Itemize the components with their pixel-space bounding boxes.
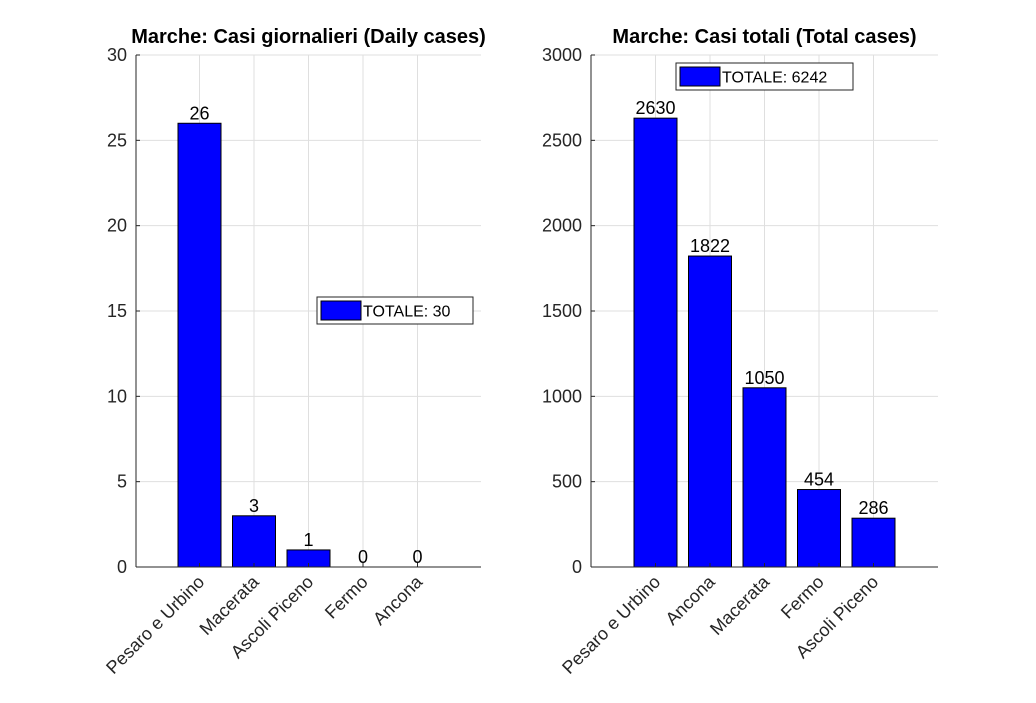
legend-swatch: [679, 66, 721, 87]
y-tick-label: 15: [107, 301, 127, 321]
data-label: 286: [858, 498, 888, 518]
y-tick-label: 2000: [542, 216, 582, 236]
bar: [633, 117, 678, 568]
y-tick-label: 500: [552, 472, 582, 492]
data-label: 1822: [690, 236, 730, 256]
x-tick-label: Pesaro e Urbino: [102, 572, 208, 678]
data-label: 3: [249, 496, 259, 516]
chart-title: Marche: Casi giornalieri (Daily cases): [131, 26, 486, 48]
chart-2: 2630 1822 1050 454 286 0 500 1000 1500 2000 2500 30…: [542, 26, 938, 678]
y-tick-label: 3000: [542, 45, 582, 65]
y-tick-label: 0: [117, 557, 127, 577]
legend-swatch: [320, 300, 362, 321]
chart-title: Marche: Casi totali (Total cases): [612, 26, 916, 48]
bar: [851, 517, 896, 568]
y-tick-label: 10: [107, 386, 127, 406]
y-tick-label: 5: [117, 472, 127, 492]
data-label: 0: [358, 547, 368, 567]
y-tick-label: 25: [107, 130, 127, 150]
legend: TOTALE: 6242: [675, 62, 854, 91]
data-label: 1050: [744, 368, 784, 388]
bar: [742, 387, 787, 568]
y-tick-label: 1500: [542, 301, 582, 321]
data-label: 1: [303, 530, 313, 550]
bar: [797, 489, 841, 568]
y-tick-label: 30: [107, 45, 127, 65]
x-tick-label: Ancona: [369, 571, 427, 629]
x-tick-label: Fermo: [321, 572, 372, 623]
x-tick-label: Pesaro e Urbino: [558, 572, 664, 678]
y-tick-label: 20: [107, 216, 127, 236]
y-tick-label: 1000: [542, 386, 582, 406]
data-label: 2630: [635, 98, 675, 118]
data-label: 454: [804, 470, 834, 490]
bar: [688, 255, 732, 568]
legend-label: TOTALE: 6242: [722, 70, 827, 87]
x-tick-label: Macerata: [706, 571, 774, 639]
bar: [177, 122, 222, 568]
x-tick-label: Fermo: [777, 572, 828, 623]
data-label: 26: [189, 103, 209, 123]
bar: [232, 515, 276, 568]
legend: TOTALE: 30: [316, 296, 474, 325]
legend-label: TOTALE: 30: [363, 304, 451, 321]
y-tick-label: 2500: [542, 130, 582, 150]
y-tick-label: 0: [572, 557, 582, 577]
data-label: 0: [412, 547, 422, 567]
